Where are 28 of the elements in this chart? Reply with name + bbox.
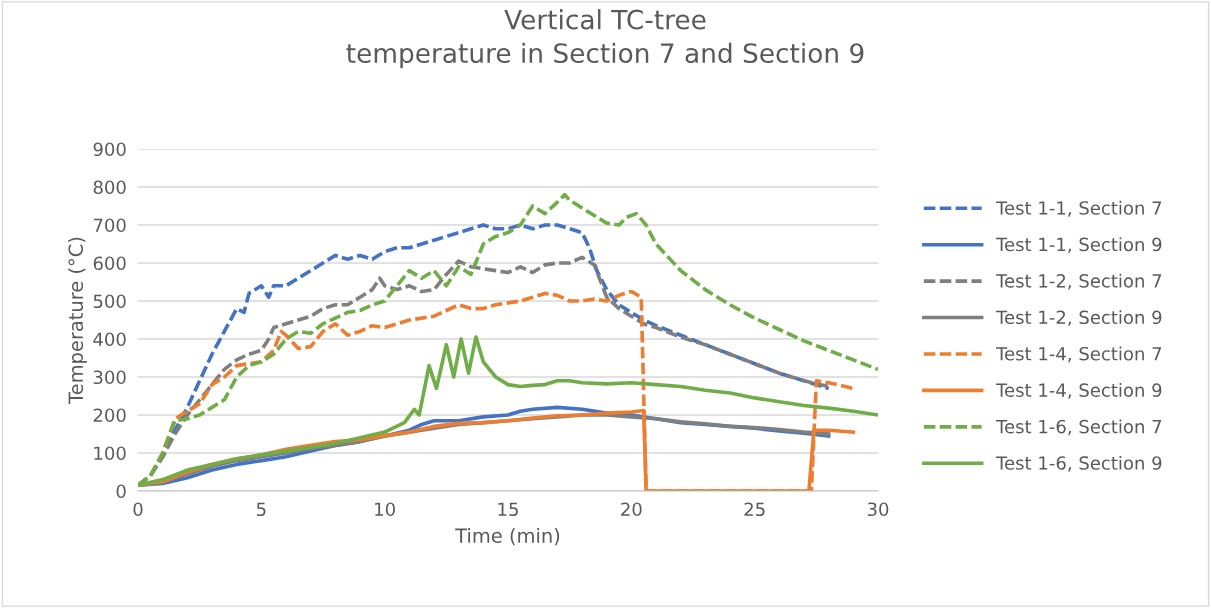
x-tick-label: 30 <box>867 502 889 517</box>
legend-label: Test 1-2, Section 7 <box>996 273 1162 290</box>
y-tick-label: 300 <box>93 370 126 385</box>
legend-label: Test 1-4, Section 7 <box>996 346 1162 363</box>
x-tick-label: 5 <box>256 502 266 517</box>
legend-label: Test 1-1, Section 7 <box>996 200 1162 217</box>
x-tick-label: 15 <box>498 502 518 517</box>
legend-label: Test 1-2, Section 9 <box>996 310 1162 326</box>
y-tick-label: 600 <box>93 256 126 271</box>
legend-label: Test 1-4, Section 9 <box>996 383 1162 399</box>
y-tick-label: 800 <box>93 180 126 195</box>
y-axis-title: Temperature (°C) <box>68 237 87 404</box>
chart-title: Vertical TC-tree temperature in Section 7 and Section 9 <box>346 9 864 69</box>
y-tick-label: 100 <box>94 446 126 461</box>
legend-label: Test 1-1, Section 9 <box>996 237 1162 254</box>
y-tick-label: 700 <box>93 218 126 233</box>
x-tick-label: 20 <box>621 502 642 517</box>
legend-label: Test 1-6, Section 9 <box>996 455 1162 472</box>
y-tick-label: 400 <box>93 332 126 347</box>
x-tick-label: 10 <box>375 502 395 517</box>
y-tick-label: 900 <box>93 142 126 157</box>
y-tick-label: 200 <box>93 408 126 423</box>
x-axis-title: Time (min) <box>455 527 560 546</box>
x-tick-label: 0 <box>133 502 143 517</box>
legend-label: Test 1-6, Section 7 <box>996 419 1162 436</box>
y-tick-label: 500 <box>93 294 126 309</box>
y-tick-label: 0 <box>116 484 126 499</box>
x-tick-label: 25 <box>744 502 765 517</box>
